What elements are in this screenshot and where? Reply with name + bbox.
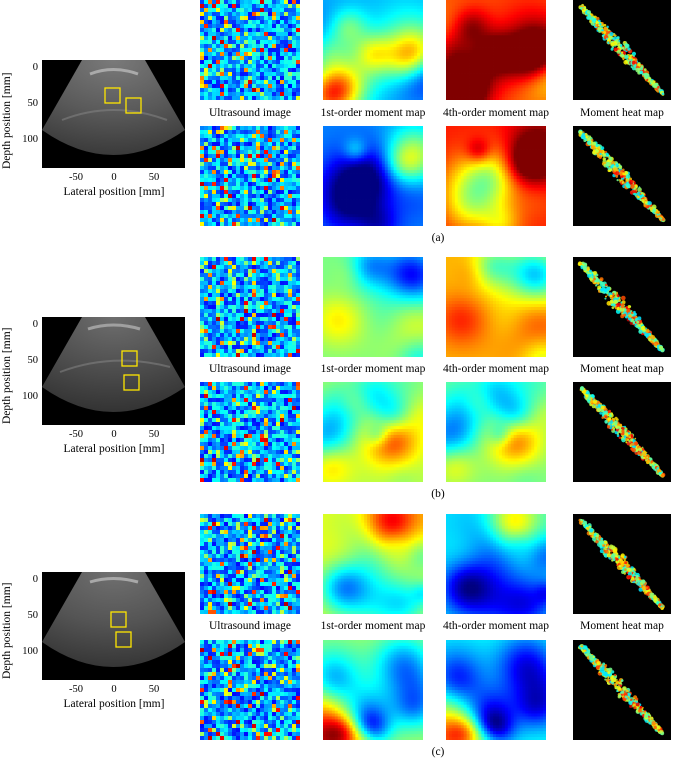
ultrasound-figure: Depth position [mm] 0 50 100 -50 0 50 — [0, 510, 200, 730]
x-tick: 50 — [139, 684, 169, 695]
caption-fourth-moment: 4th-order moment map — [431, 620, 561, 632]
panel-b: Depth position [mm] 0 50 100 -50 — [0, 255, 676, 505]
y-tick: 0 — [22, 574, 38, 585]
first-moment-map — [323, 382, 423, 482]
ultrasound-patch — [200, 640, 300, 740]
moment-heat-map — [573, 514, 671, 614]
moment-heat-map — [573, 0, 671, 100]
x-axis-label: Lateral position [mm] — [44, 698, 184, 710]
caption-fourth-moment: 4th-order moment map — [431, 107, 561, 119]
fourth-moment-map — [446, 257, 546, 357]
panel-label: (c) — [418, 746, 458, 758]
y-axis-label: Depth position [mm] — [1, 59, 13, 169]
caption-heat-map: Moment heat map — [557, 620, 676, 632]
ultrasound-figure: Depth position [mm] 0 50 100 -50 — [0, 255, 200, 475]
x-tick: 0 — [99, 429, 129, 440]
ultrasound-patch — [200, 257, 300, 357]
x-tick: 50 — [139, 429, 169, 440]
first-moment-map — [323, 640, 423, 740]
roi-box — [110, 611, 127, 628]
caption-ultrasound: Ultrasound image — [185, 107, 315, 119]
x-tick: 0 — [99, 684, 129, 695]
moment-heat-map — [573, 640, 671, 740]
x-axis-label: Lateral position [mm] — [44, 186, 184, 198]
moment-heat-map — [573, 257, 671, 357]
ultrasound-patch — [200, 126, 300, 226]
panel-c: Depth position [mm] 0 50 100 -50 0 50 — [0, 510, 676, 760]
ultrasound-patch — [200, 382, 300, 482]
caption-first-moment: 1st-order moment map — [308, 107, 438, 119]
fourth-moment-map — [446, 382, 546, 482]
ultrasound-b-mode-image — [42, 572, 185, 680]
ultrasound-b-mode-image — [42, 317, 185, 425]
y-tick: 100 — [22, 646, 38, 657]
panel-label: (a) — [418, 232, 458, 244]
y-tick: 50 — [22, 98, 39, 109]
fourth-moment-map — [446, 514, 546, 614]
y-tick: 50 — [22, 355, 39, 366]
caption-first-moment: 1st-order moment map — [308, 620, 438, 632]
first-moment-map — [323, 257, 423, 357]
caption-first-moment: 1st-order moment map — [308, 363, 438, 375]
y-axis-label: Depth position [mm] — [1, 314, 13, 424]
fourth-moment-map — [446, 640, 546, 740]
x-tick: 50 — [139, 172, 169, 183]
ultrasound-figure: Depth position [mm] 0 50 100 -50 — [0, 0, 200, 220]
y-tick: 0 — [22, 319, 38, 330]
y-tick: 0 — [22, 62, 38, 73]
y-tick: 100 — [22, 391, 38, 402]
first-moment-map — [323, 514, 423, 614]
first-moment-map — [323, 126, 423, 226]
caption-ultrasound: Ultrasound image — [185, 363, 315, 375]
roi-box — [123, 374, 140, 391]
caption-heat-map: Moment heat map — [557, 363, 676, 375]
fourth-moment-map — [446, 126, 546, 226]
panel-label: (b) — [418, 488, 458, 500]
roi-box — [104, 87, 121, 104]
y-tick: 100 — [22, 134, 38, 145]
x-tick: 0 — [99, 172, 129, 183]
moment-heat-map — [573, 126, 671, 226]
x-tick: -50 — [61, 429, 91, 440]
ultrasound-b-mode-image — [42, 60, 185, 168]
x-tick: -50 — [61, 684, 91, 695]
roi-box — [115, 631, 132, 648]
moment-heat-map — [573, 382, 671, 482]
ultrasound-patch — [200, 0, 300, 100]
ultrasound-patch — [200, 514, 300, 614]
y-tick: 50 — [22, 610, 39, 621]
first-moment-map — [323, 0, 423, 100]
caption-fourth-moment: 4th-order moment map — [431, 363, 561, 375]
fourth-moment-map — [446, 0, 546, 100]
roi-box — [125, 97, 142, 114]
roi-box — [121, 350, 138, 367]
y-axis-label: Depth position [mm] — [1, 569, 13, 679]
panel-a: Depth position [mm] 0 50 100 -50 — [0, 0, 676, 250]
caption-ultrasound: Ultrasound image — [185, 620, 315, 632]
caption-heat-map: Moment heat map — [557, 107, 676, 119]
x-axis-label: Lateral position [mm] — [44, 443, 184, 455]
x-tick: -50 — [61, 172, 91, 183]
